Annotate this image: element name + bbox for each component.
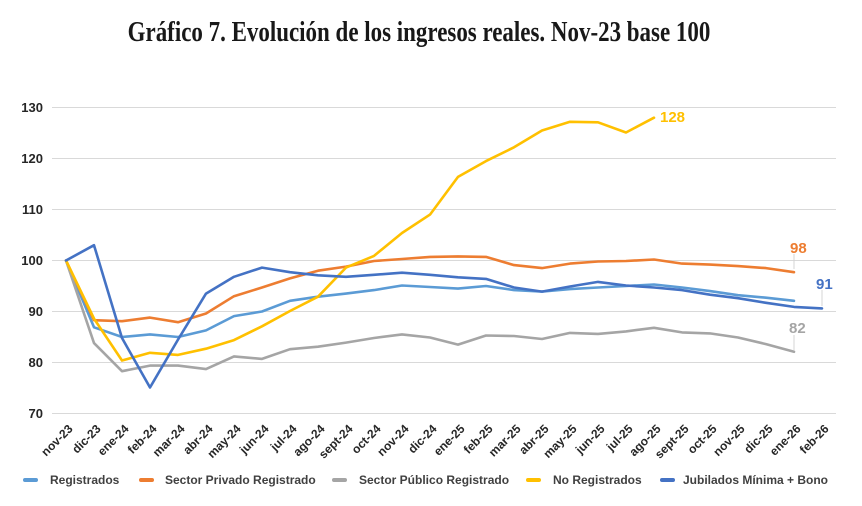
svg-text:nov-24: nov-24 bbox=[374, 421, 411, 458]
svg-text:80: 80 bbox=[29, 355, 43, 370]
svg-text:mar-24: mar-24 bbox=[150, 421, 188, 459]
svg-text:nov-25: nov-25 bbox=[710, 421, 747, 458]
svg-text:98: 98 bbox=[790, 240, 807, 257]
svg-text:91: 91 bbox=[816, 276, 833, 293]
svg-text:82: 82 bbox=[789, 320, 806, 337]
svg-text:jun-25: jun-25 bbox=[572, 421, 608, 457]
svg-text:128: 128 bbox=[660, 109, 685, 126]
svg-text:70: 70 bbox=[29, 406, 43, 421]
svg-text:130: 130 bbox=[21, 100, 43, 115]
svg-text:ene-24: ene-24 bbox=[95, 421, 132, 458]
svg-text:90: 90 bbox=[29, 304, 43, 319]
svg-text:ene-26: ene-26 bbox=[767, 421, 804, 458]
svg-text:mar-25: mar-25 bbox=[486, 421, 524, 459]
svg-text:120: 120 bbox=[21, 151, 43, 166]
svg-text:feb-26: feb-26 bbox=[797, 421, 832, 456]
svg-text:nov-23: nov-23 bbox=[38, 421, 75, 458]
svg-text:110: 110 bbox=[22, 202, 43, 217]
svg-text:100: 100 bbox=[21, 253, 43, 268]
svg-text:jun-24: jun-24 bbox=[236, 421, 272, 457]
svg-text:ene-25: ene-25 bbox=[431, 421, 468, 458]
